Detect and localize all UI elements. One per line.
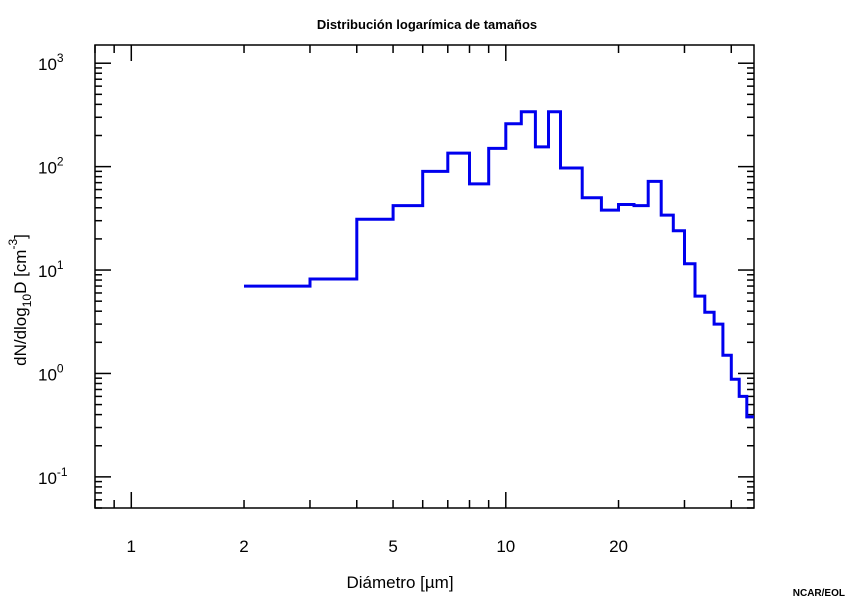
y-tick-label: 10-1: [38, 465, 68, 488]
x-tick-label: 1: [127, 537, 136, 556]
x-tick-labels: 1 2 5 10 20: [127, 537, 628, 556]
x-tick-label: 10: [496, 537, 515, 556]
x-tick-label: 2: [239, 537, 248, 556]
y-tick-label: 101: [38, 258, 64, 281]
plot-frame: [94, 44, 755, 509]
x-axis-label: Diámetro [µm]: [346, 573, 453, 592]
credit-label: NCAR/EOL: [793, 588, 845, 599]
y-tick-label: 103: [38, 51, 64, 74]
chart-title: Distribución logarímica de tamaños: [317, 17, 537, 32]
y-tick-label: 100: [38, 361, 64, 384]
tick-group: [94, 45, 754, 509]
x-tick-label: 20: [609, 537, 628, 556]
y-tick-labels: 10-1 100 101 102 103: [38, 51, 68, 488]
series-step-line: [244, 110, 754, 419]
y-axis-label: dN/dlog10D [cm-3]: [6, 234, 34, 366]
y-tick-label: 102: [38, 155, 64, 178]
x-tick-label: 5: [388, 537, 397, 556]
